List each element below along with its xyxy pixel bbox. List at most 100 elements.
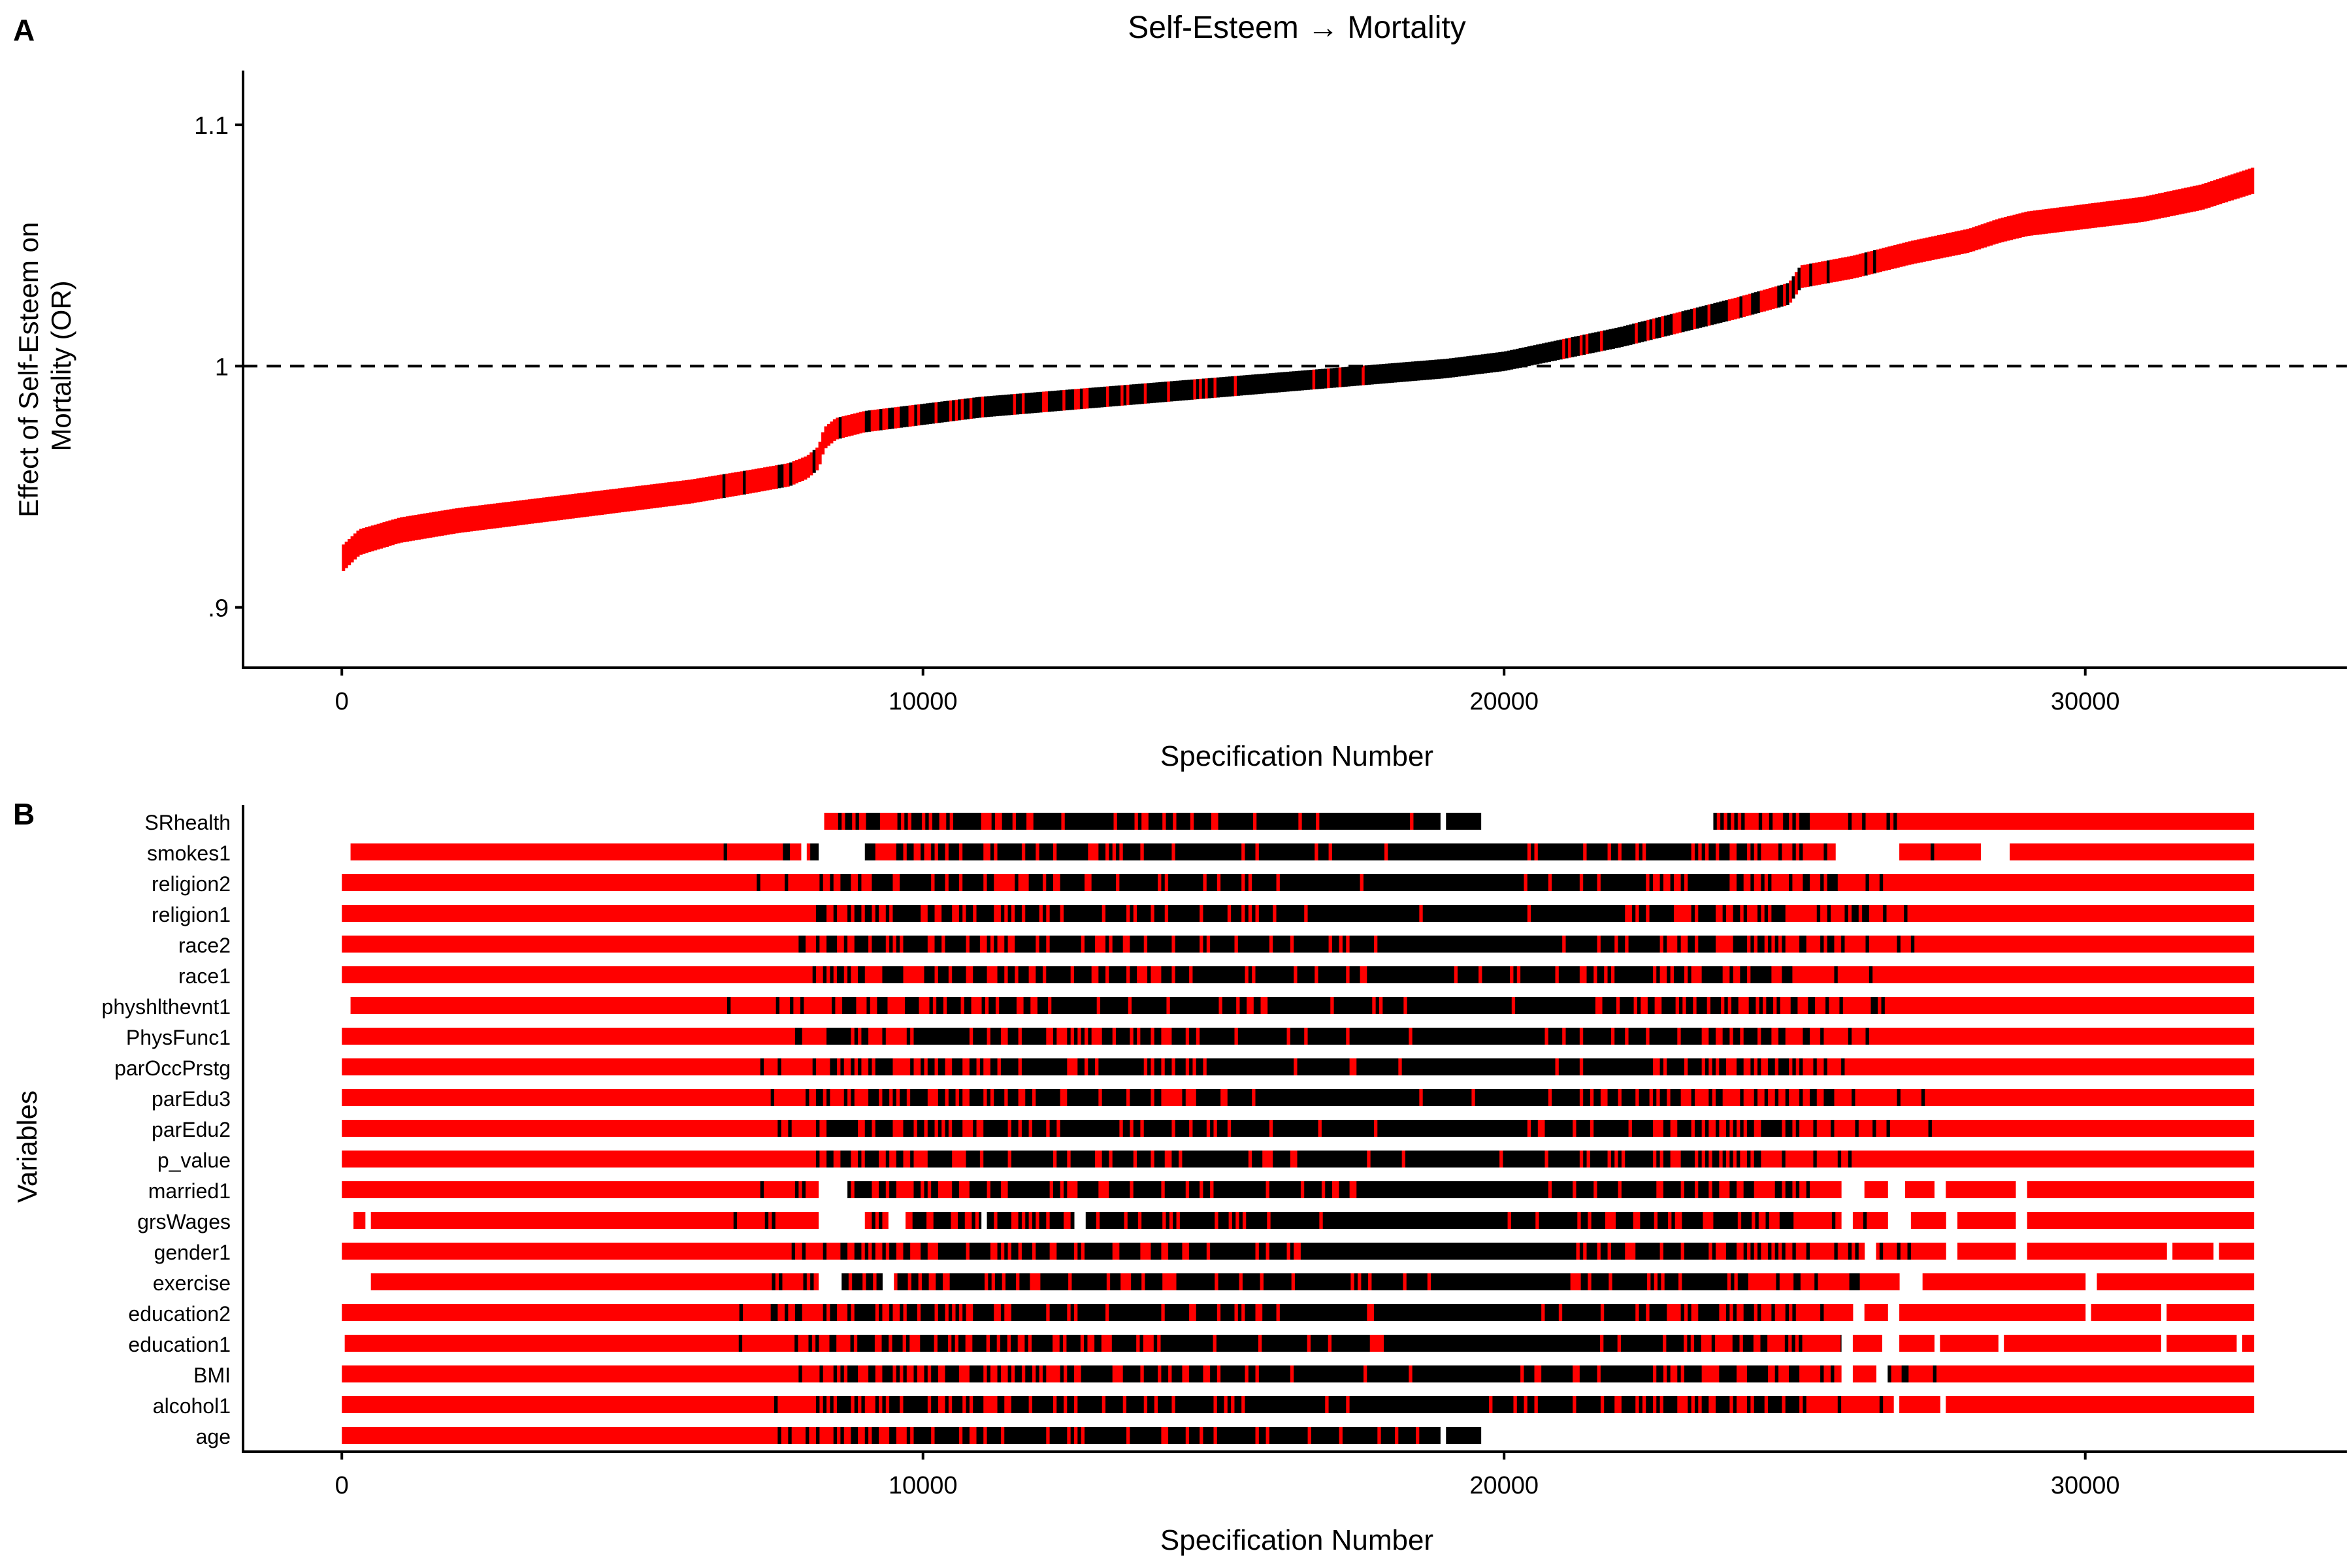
variable-specification-mark	[1475, 966, 1479, 983]
variable-specification-mark	[1485, 966, 1490, 983]
variable-specification-mark	[2050, 966, 2055, 983]
variable-specification-mark	[2131, 905, 2134, 922]
variable-specification-mark	[1602, 997, 1607, 1014]
variable-specification-mark	[831, 813, 836, 830]
variable-specification-mark	[1970, 905, 1974, 922]
variable-specification-mark	[537, 1028, 541, 1045]
variable-specification-mark	[1816, 874, 1821, 891]
variable-specification-mark	[613, 936, 618, 953]
variable-specification-mark	[788, 1028, 792, 1045]
variable-specification-mark	[1009, 813, 1013, 830]
variable-specification-mark	[1290, 966, 1294, 983]
variable-specification-mark	[2176, 966, 2180, 983]
variable-specification-mark	[704, 874, 709, 891]
specification-estimate	[1838, 258, 1842, 282]
variable-specification-mark	[2156, 843, 2161, 860]
variable-specification-mark	[903, 966, 907, 983]
variable-specification-mark	[1878, 997, 1882, 1014]
specification-estimate	[1431, 359, 1435, 380]
variable-specification-mark	[2082, 905, 2086, 922]
variable-specification-mark	[1831, 874, 1835, 891]
variable-specification-mark	[1203, 966, 1207, 983]
specification-estimate	[894, 407, 898, 429]
variable-specification-mark	[2110, 813, 2114, 830]
variable-specification-mark	[2191, 843, 2195, 860]
variable-specification-mark	[1893, 874, 1898, 891]
variable-specification-mark	[1886, 874, 1891, 891]
variable-specification-mark	[706, 997, 710, 1014]
variable-specification-mark	[1785, 905, 1789, 922]
variable-specification-mark	[744, 997, 749, 1014]
variable-specification-mark	[1820, 966, 1824, 983]
variable-specification-mark	[585, 966, 590, 983]
variable-specification-mark	[1095, 843, 1099, 860]
specification-estimate	[2042, 209, 2046, 235]
variable-specification-mark	[476, 997, 480, 1014]
variable-specification-mark	[1656, 936, 1661, 953]
specification-estimate	[1591, 333, 1595, 353]
variable-specification-mark	[1532, 997, 1537, 1014]
variable-specification-mark	[1754, 1028, 1758, 1045]
variable-specification-mark	[1004, 1028, 1009, 1045]
variable-specification-mark	[1729, 966, 1734, 983]
variable-specification-mark	[1516, 874, 1521, 891]
variable-specification-mark	[1565, 966, 1570, 983]
specification-estimate	[1978, 225, 1982, 250]
variable-specification-mark	[1708, 1028, 1713, 1045]
variable-specification-mark	[481, 1028, 485, 1045]
variable-specification-mark	[1914, 813, 1919, 830]
variable-specification-mark	[739, 874, 743, 891]
variable-specification-mark	[1631, 1028, 1636, 1045]
variable-specification-mark	[1347, 997, 1352, 1014]
variable-specification-mark	[1946, 966, 1950, 983]
variable-specification-mark	[564, 936, 569, 953]
variable-specification-mark	[2004, 1028, 2009, 1045]
variable-specification-mark	[1698, 1028, 1703, 1045]
specification-estimate	[1510, 350, 1514, 370]
variable-specification-mark	[516, 874, 520, 891]
variable-specification-mark	[495, 905, 499, 922]
variable-specification-mark	[442, 966, 447, 983]
variable-specification-mark	[1583, 936, 1588, 953]
variable-specification-mark	[1416, 905, 1420, 922]
variable-specification-mark	[1248, 966, 1252, 983]
variable-specification-mark	[749, 1058, 754, 1075]
variable-specification-mark	[655, 874, 660, 891]
variable-specification-mark	[1560, 997, 1565, 1014]
specification-estimate	[992, 395, 996, 417]
variable-specification-mark	[532, 843, 536, 860]
specification-estimate	[376, 523, 380, 550]
variable-specification-mark	[1541, 874, 1545, 891]
variable-specification-mark	[2097, 997, 2102, 1014]
variable-specification-mark	[1628, 874, 1633, 891]
variable-specification-mark	[1795, 936, 1800, 953]
variable-specification-mark	[1658, 997, 1662, 1014]
specification-estimate	[844, 416, 848, 438]
variable-specification-mark	[420, 997, 425, 1014]
specification-estimate	[702, 477, 706, 502]
variable-specification-mark	[480, 997, 483, 1014]
variable-specification-mark	[659, 905, 663, 922]
variable-specification-mark	[1743, 843, 1748, 860]
variable-specification-mark	[387, 874, 391, 891]
variable-specification-mark	[1931, 936, 1936, 953]
variable-specification-mark	[439, 905, 444, 922]
variable-specification-mark	[908, 997, 913, 1014]
variable-label: parOccPrstg	[114, 1056, 231, 1080]
variable-specification-mark	[2231, 874, 2236, 891]
variable-specification-mark	[2089, 874, 2093, 891]
variable-specification-mark	[1258, 843, 1263, 860]
variable-specification-mark	[1750, 936, 1755, 953]
variable-specification-mark	[1612, 997, 1617, 1014]
variable-specification-mark	[2249, 1028, 2253, 1045]
variable-specification-mark	[732, 1058, 736, 1075]
variable-specification-mark	[1597, 936, 1601, 953]
variable-specification-mark	[718, 936, 723, 953]
variable-specification-mark	[1384, 905, 1388, 922]
variable-specification-mark	[757, 874, 761, 891]
variable-specification-mark	[1179, 813, 1184, 830]
variable-specification-mark	[1300, 843, 1305, 860]
variable-specification-mark	[387, 1028, 391, 1045]
variable-specification-mark	[931, 936, 936, 953]
variable-specification-mark	[1492, 966, 1497, 983]
